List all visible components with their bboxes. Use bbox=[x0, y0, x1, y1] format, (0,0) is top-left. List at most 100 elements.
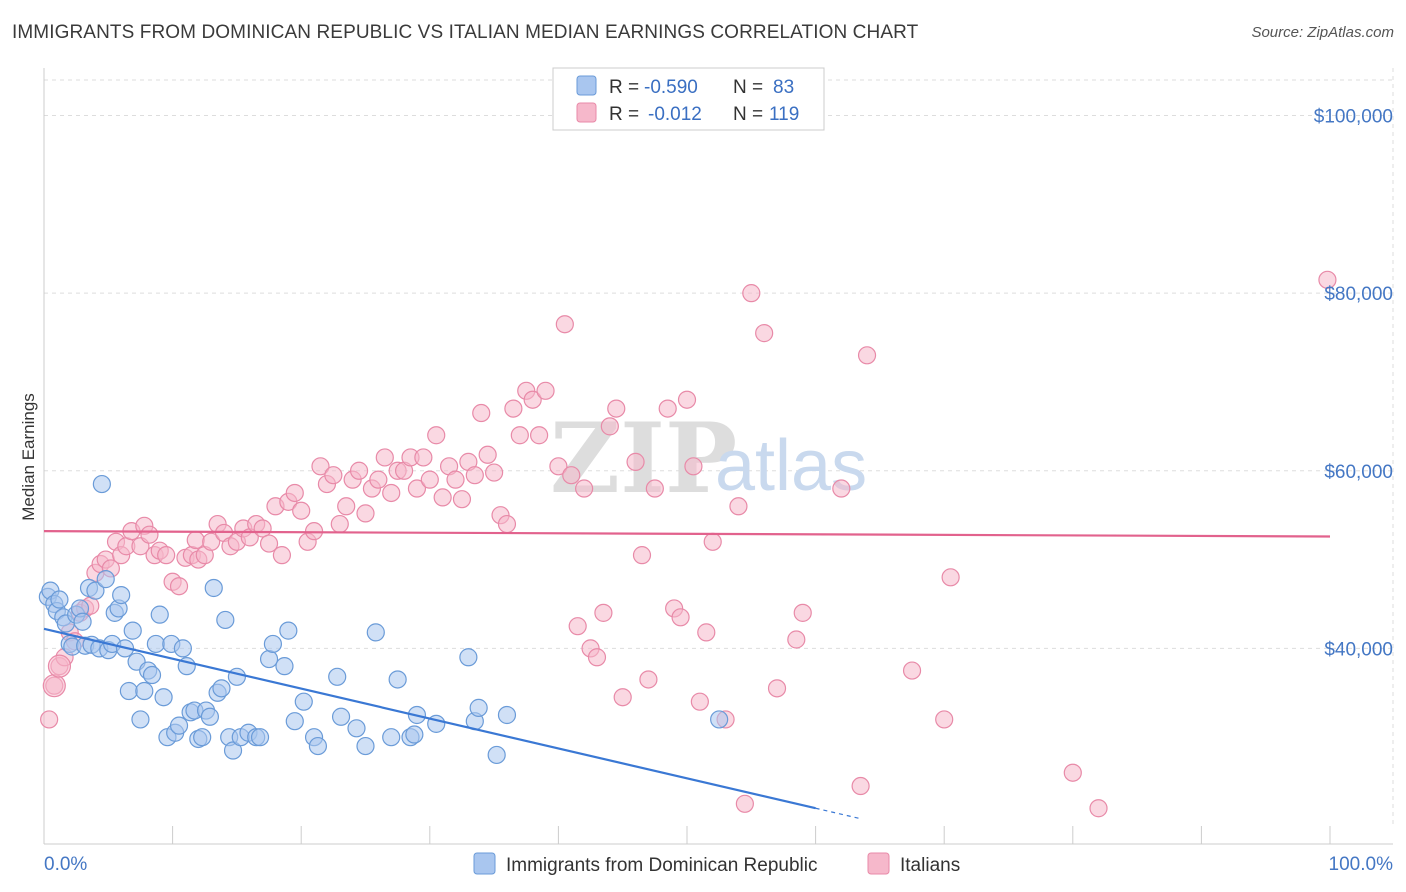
scatter-point bbox=[40, 710, 59, 729]
scatter-point bbox=[1089, 799, 1108, 818]
scatter-point bbox=[123, 621, 142, 640]
scatter-point bbox=[285, 483, 304, 503]
scatter-point-large bbox=[42, 674, 66, 698]
scatter-point bbox=[292, 501, 311, 520]
scatter-point bbox=[375, 448, 394, 467]
scatter-point bbox=[259, 649, 279, 669]
legend-r-label-blue: R = bbox=[609, 77, 639, 98]
scatter-point bbox=[787, 630, 806, 649]
scatter-point bbox=[414, 448, 433, 467]
scatter-point bbox=[420, 470, 439, 489]
scatter-point bbox=[857, 346, 877, 365]
legend-r-value-blue: -0.590 bbox=[644, 77, 698, 98]
y-axis-title: Median Earnings bbox=[19, 393, 38, 521]
y-tick-label: $100,000 bbox=[1314, 107, 1393, 128]
scatter-point bbox=[472, 403, 491, 423]
scatter-point bbox=[487, 745, 506, 765]
scatter-point bbox=[600, 417, 619, 436]
italians-points bbox=[40, 270, 1337, 818]
scatter-point bbox=[140, 525, 159, 544]
bottom-legend: Immigrants from Dominican Republic Itali… bbox=[473, 852, 960, 876]
scatter-point bbox=[366, 623, 385, 642]
legend-n-value-blue: 83 bbox=[773, 77, 794, 98]
scatter-point bbox=[446, 470, 465, 489]
scatter-point bbox=[328, 667, 347, 686]
scatter-point bbox=[767, 679, 787, 698]
scatter-point bbox=[131, 710, 150, 729]
scatter-point bbox=[112, 585, 131, 605]
scatter-point bbox=[671, 608, 690, 627]
scatter-point bbox=[157, 546, 176, 565]
scatter-point bbox=[285, 712, 304, 731]
scatter-point bbox=[331, 707, 351, 726]
scatter-point bbox=[433, 488, 452, 507]
legend-n-label-pink: N = bbox=[733, 104, 763, 125]
scatter-point bbox=[356, 504, 375, 523]
scatter-point bbox=[150, 605, 169, 624]
scatter-point bbox=[388, 670, 407, 689]
scatter-point bbox=[135, 681, 154, 701]
y-tick-labels: $40,000 $60,000 $80,000 $100,000 bbox=[1314, 107, 1393, 661]
scatter-point bbox=[349, 461, 369, 480]
scatter-point bbox=[1063, 763, 1082, 782]
scatter-point bbox=[427, 426, 446, 445]
scatter-point bbox=[216, 610, 235, 630]
y-tick-label: $60,000 bbox=[1324, 462, 1393, 483]
scatter-point bbox=[755, 324, 774, 343]
scatter-point bbox=[169, 716, 189, 735]
scatter-point bbox=[658, 399, 677, 418]
scatter-point bbox=[452, 490, 472, 509]
scatter-point bbox=[407, 479, 427, 498]
scatter-point bbox=[146, 634, 165, 654]
scatter-point bbox=[703, 532, 722, 551]
scatter-point bbox=[485, 463, 504, 482]
legend-r-value-pink: -0.012 bbox=[648, 104, 702, 125]
legend-n-label-blue: N = bbox=[733, 77, 763, 98]
scatter-point bbox=[142, 665, 162, 685]
scatter-point bbox=[690, 692, 709, 711]
scatter-point bbox=[96, 570, 115, 589]
source-label: Source: ZipAtlas.com bbox=[1251, 24, 1394, 41]
scatter-point bbox=[613, 688, 632, 707]
scatter-point bbox=[607, 399, 626, 418]
scatter-point bbox=[465, 466, 484, 485]
scatter-point bbox=[382, 483, 401, 503]
scatter-point bbox=[684, 457, 703, 476]
scatter-point bbox=[200, 707, 219, 726]
scatter-point bbox=[902, 661, 922, 680]
watermark: ZIP atlas bbox=[550, 402, 867, 515]
scatter-point bbox=[204, 578, 223, 598]
scatter-point bbox=[935, 710, 954, 729]
scatter-point bbox=[555, 315, 574, 334]
scatter-point bbox=[227, 667, 246, 686]
trend-line-italians bbox=[43, 530, 1331, 538]
scatter-point bbox=[212, 679, 231, 698]
bottom-legend-label-pink: Italians bbox=[900, 855, 960, 876]
scatter-point bbox=[193, 728, 212, 747]
bottom-legend-swatch-blue bbox=[473, 852, 496, 875]
x-tick-label-min: 0.0% bbox=[44, 854, 87, 875]
scatter-point bbox=[941, 568, 960, 587]
scatter-point bbox=[50, 590, 69, 609]
scatter-point bbox=[632, 546, 652, 565]
scatter-point bbox=[523, 390, 542, 409]
scatter-point bbox=[253, 519, 272, 538]
scatter-point bbox=[275, 657, 294, 676]
scatter-point bbox=[510, 426, 529, 445]
y-tick-label: $40,000 bbox=[1324, 639, 1393, 660]
scatter-point bbox=[497, 705, 517, 725]
scatter-point bbox=[405, 725, 424, 744]
scatter-point bbox=[202, 532, 221, 551]
scatter-point bbox=[793, 603, 812, 622]
scatter-point bbox=[710, 710, 729, 729]
scatter-point bbox=[645, 479, 664, 498]
trend-line-dominican-extension bbox=[815, 807, 861, 820]
scatter-point bbox=[459, 648, 478, 667]
scatter-point bbox=[169, 577, 189, 596]
scatter-point bbox=[382, 728, 401, 747]
scatter-point bbox=[330, 514, 349, 534]
scatter-point bbox=[530, 426, 549, 445]
scatter-point bbox=[536, 381, 555, 400]
legend-swatch-blue bbox=[576, 75, 597, 96]
